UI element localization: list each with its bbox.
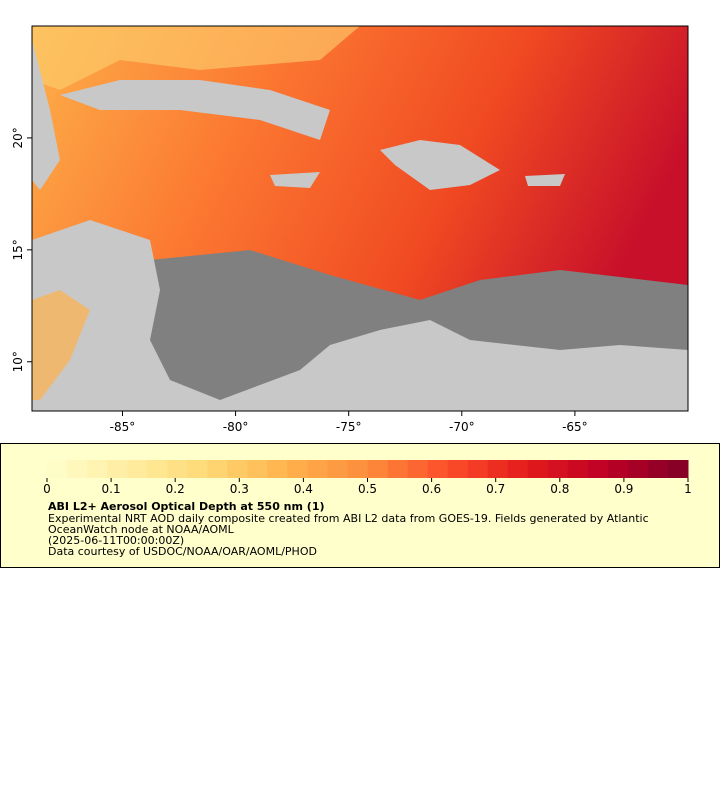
colorbar-cell [107,460,128,478]
colorbar-cell [47,460,68,478]
colorbar-cell [287,460,308,478]
colorbar-tick-label: 0.1 [102,482,121,496]
y-tick-label: 20° [11,127,25,148]
colorbar-tick-label: 0.4 [294,482,313,496]
colorbar-cell [227,460,248,478]
x-tick-label: -85° [110,420,136,434]
colorbar-cell [587,460,609,478]
colorbar-cell [447,460,469,478]
x-tick-label: -65° [562,420,588,434]
colorbar-tick-label: 0.9 [614,482,633,496]
colorbar-tick-label: 0.7 [486,482,505,496]
x-tick-label: -75° [336,420,362,434]
colorbar-tick-label: 1 [684,482,692,496]
colorbar-cell [307,460,328,478]
colorbar-cell [127,460,148,478]
colorbar-tick-label: 0.3 [230,482,249,496]
colorbar-cell [267,460,288,478]
colorbar-cell [507,460,529,478]
colorbar-cell [647,460,669,478]
colorbar-cell [207,460,228,478]
legend-line: Experimental NRT AOD daily composite cre… [48,512,649,525]
map-frame [31,25,689,412]
colorbar-cell [487,460,509,478]
colorbar-cell [387,460,409,478]
x-tick-label: -70° [449,420,475,434]
colorbar-cell [327,460,348,478]
x-tick-label: -80° [223,420,249,434]
colorbar-cell [347,460,368,478]
colorbar-cell [467,460,489,478]
colorbar-cell [247,460,268,478]
colorbar-tick-label: 0.5 [358,482,377,496]
colorbar-tick-label: 0.2 [166,482,185,496]
legend-line: Data courtesy of USDOC/NOAA/OAR/AOML/PHO… [48,545,317,558]
colorbar-cell [667,460,689,478]
legend-line: OceanWatch node at NOAA/AOML [48,523,235,536]
colorbar-tick-label: 0.6 [422,482,441,496]
colorbar-tick-label: 0 [43,482,51,496]
colorbar-cell [87,460,108,478]
legend-title: ABI L2+ Aerosol Optical Depth at 550 nm … [48,500,325,513]
colorbar-cell [67,460,88,478]
colorbar-cell [527,460,549,478]
y-tick-label: 15° [11,239,25,260]
legend-line: (2025-06-11T00:00:00Z) [48,534,184,547]
colorbar-cell [367,460,389,478]
colorbar-cell [147,460,168,478]
colorbar-cell [187,460,208,478]
colorbar-cell [607,460,629,478]
colorbar-cell [547,460,569,478]
colorbar-cell [167,460,188,478]
map-image [32,26,688,411]
colorbar-tick-label: 0.8 [550,482,569,496]
y-tick-label: 10° [11,351,25,372]
colorbar-cell [627,460,649,478]
colorbar-cell [567,460,589,478]
colorbar-cell [427,460,449,478]
colorbar-cell [407,460,429,478]
